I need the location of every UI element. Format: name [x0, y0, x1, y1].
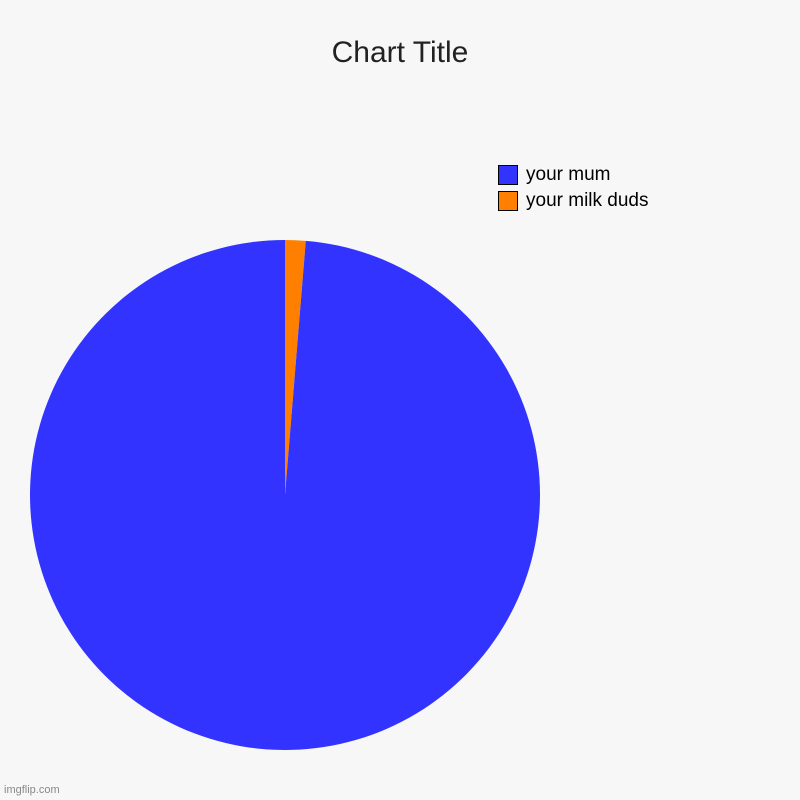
legend-swatch — [498, 191, 518, 211]
legend-swatch — [498, 165, 518, 185]
legend: your mum your milk duds — [498, 164, 649, 216]
legend-label: your mum — [526, 164, 610, 186]
chart-title: Chart Title — [0, 36, 800, 70]
pie-slice — [30, 240, 540, 750]
watermark: imgflip.com — [4, 784, 60, 796]
pie-chart — [30, 240, 540, 755]
legend-item: your milk duds — [498, 190, 649, 212]
legend-label: your milk duds — [526, 190, 649, 212]
legend-item: your mum — [498, 164, 649, 186]
